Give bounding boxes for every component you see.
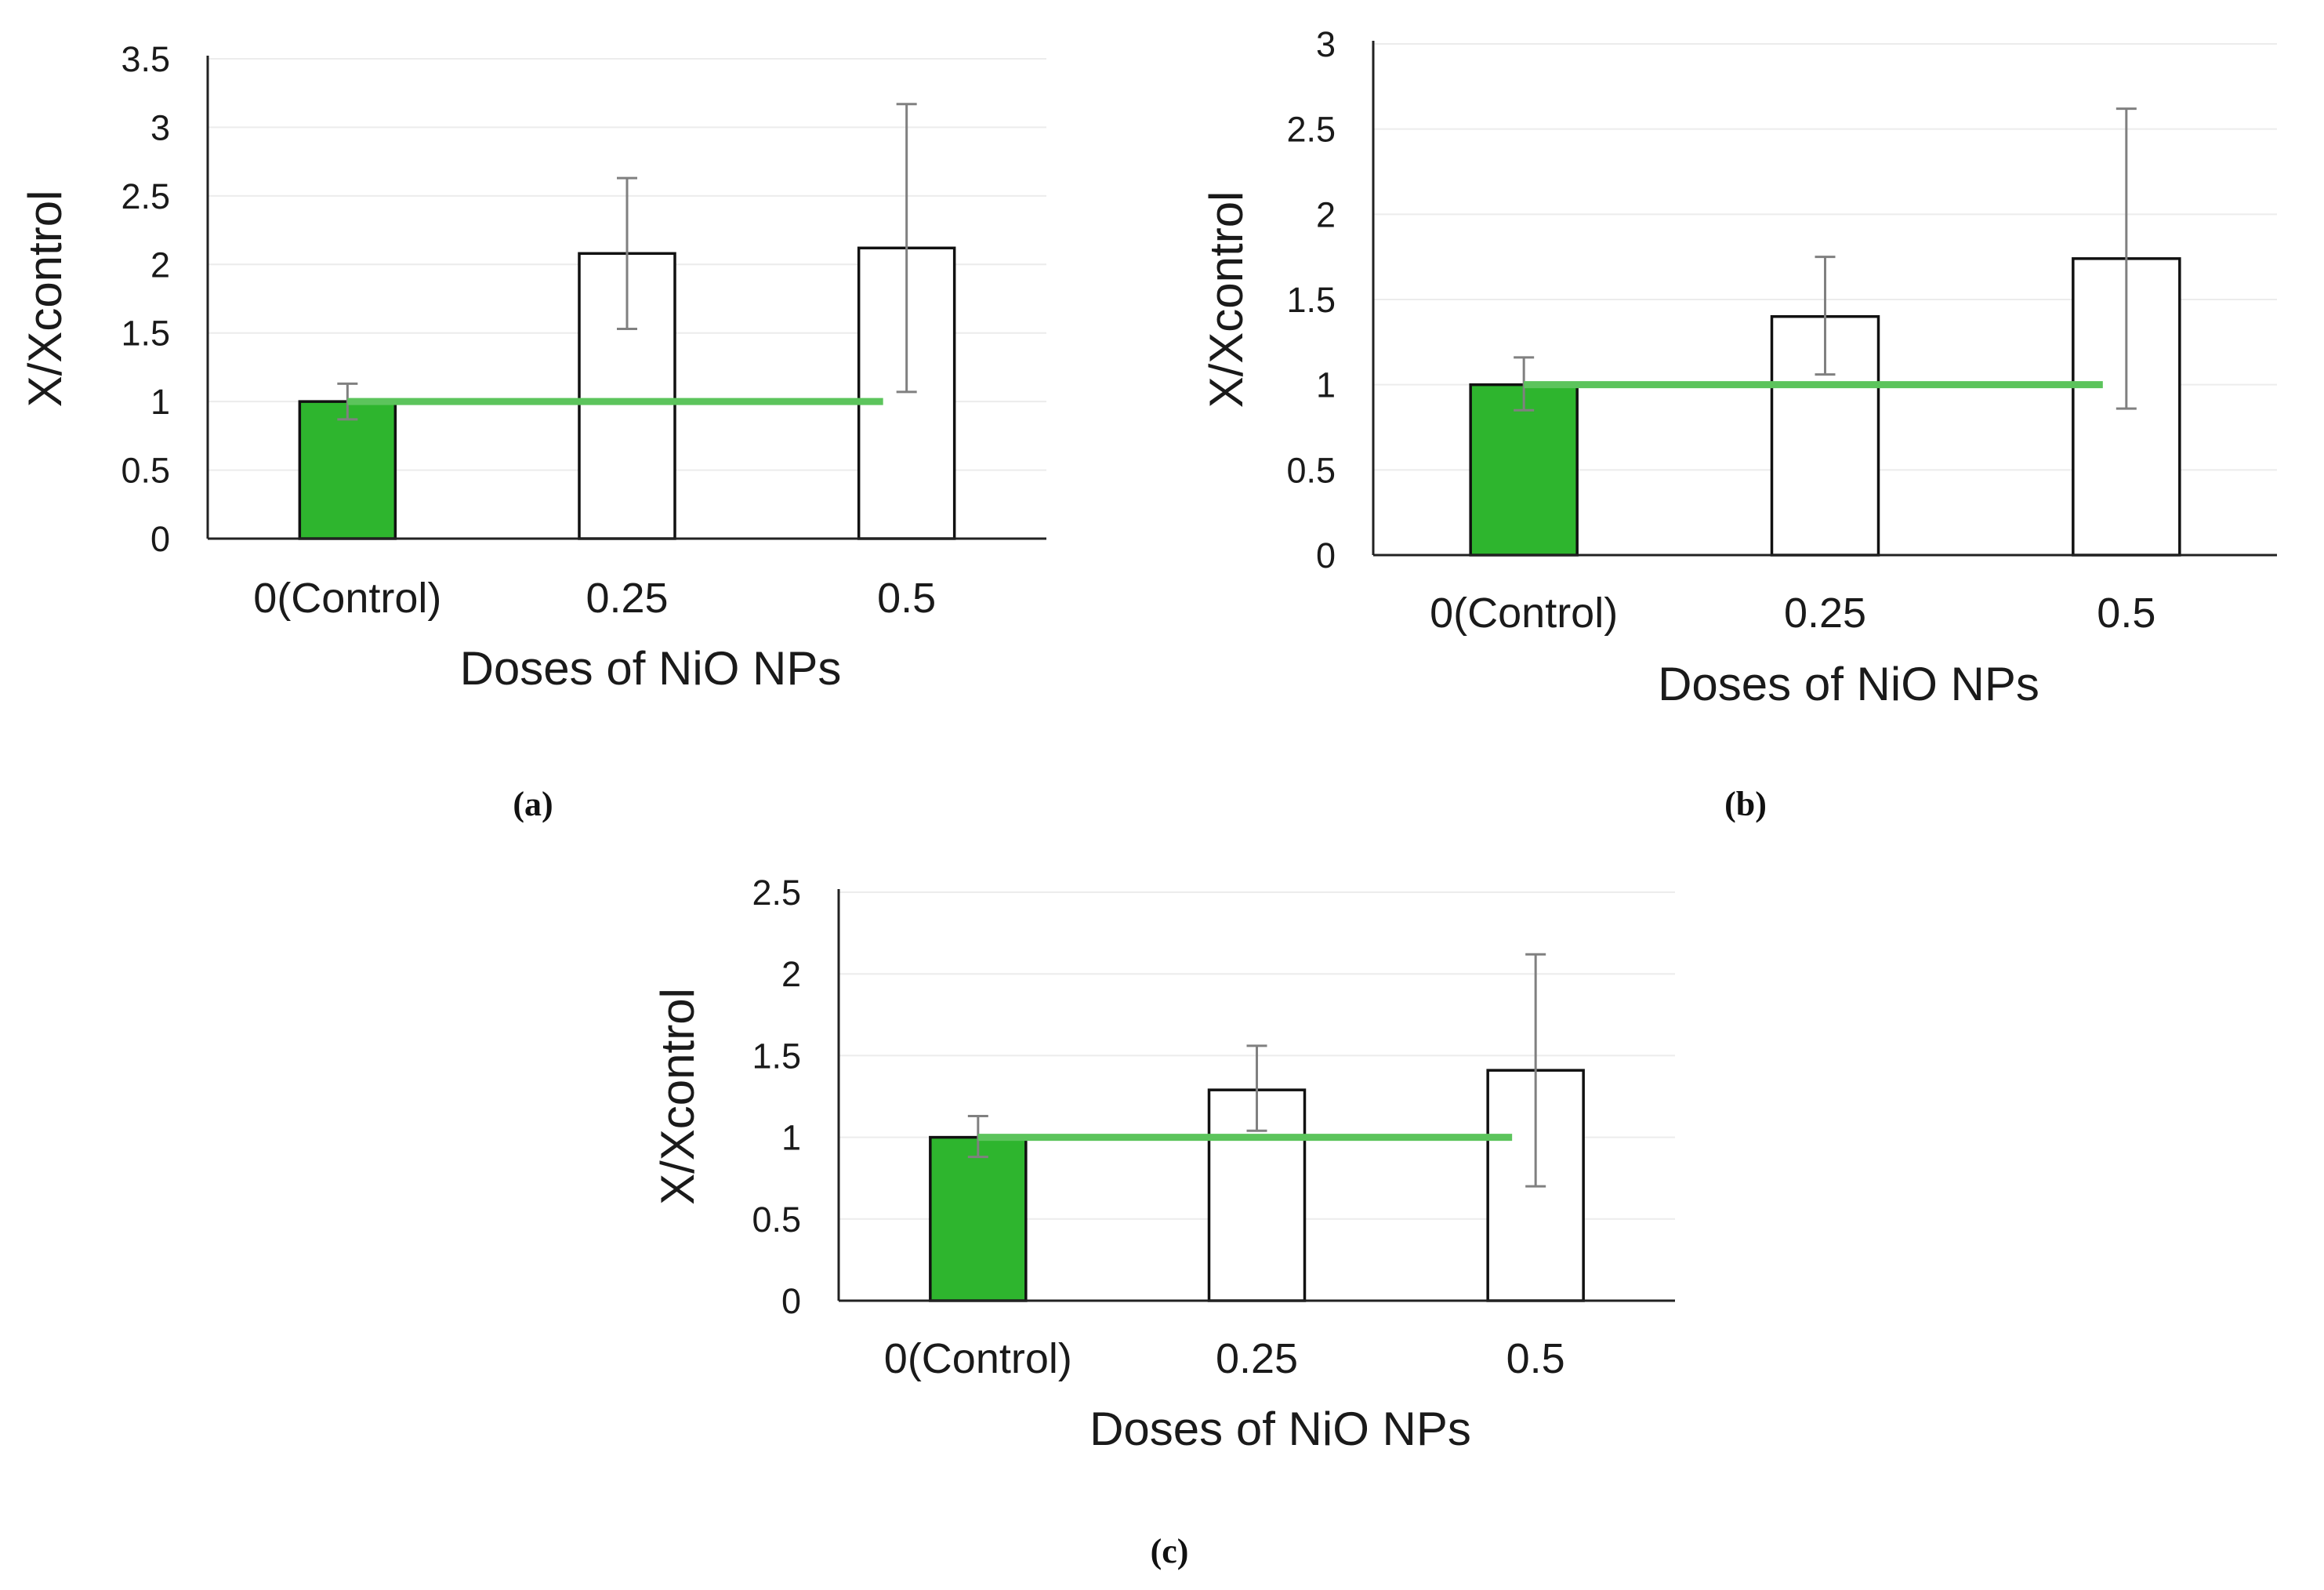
y-tick-label: 0 <box>1316 535 1336 575</box>
x-axis-title: Doses of NiO NPs <box>460 642 842 695</box>
y-axis-title: X/Xcontrol <box>1200 191 1253 408</box>
x-axis-title: Doses of NiO NPs <box>1658 658 2039 710</box>
x-category-label: 0.25 <box>586 575 668 622</box>
x-category-label: 0.5 <box>877 575 936 622</box>
y-tick-label: 2.5 <box>1286 110 1336 150</box>
y-tick-label: 0 <box>781 1281 801 1321</box>
y-axis-title: X/Xcontrol <box>19 191 71 408</box>
chart-panel-2: 0 0.5 1 1.5 2 2.5 3 0(Control) 0.25 0.5 Doses of N… <box>1200 24 2277 823</box>
y-tick-label: 2 <box>150 245 170 285</box>
x-category-label: 0.5 <box>2097 590 2155 637</box>
x-category-label: 0(Control) <box>884 1335 1072 1382</box>
y-tick-label: 3.5 <box>121 39 170 79</box>
panel-label: (a) <box>513 785 553 823</box>
x-category-label: 0.25 <box>1784 590 1866 637</box>
y-tick-label: 1.5 <box>752 1036 801 1076</box>
y-tick-label: 1 <box>781 1118 801 1158</box>
chart-panel-1: 0 0.5 1 1.5 2 2.5 3 3.5 0(Control) 0.25 0.5 Doses o… <box>19 39 1046 823</box>
y-tick-label: 0 <box>150 519 170 559</box>
y-tick-label: 0.5 <box>752 1200 801 1240</box>
x-category-label: 0.25 <box>1216 1335 1298 1382</box>
y-tick-label: 2.5 <box>752 873 801 913</box>
y-tick-label: 2.5 <box>121 176 170 216</box>
chart-panel-3: 0 0.5 1 1.5 2 2.5 0(Control) 0.25 0.5 Doses of Ni… <box>651 873 1675 1570</box>
y-tick-label: 1.5 <box>121 314 170 354</box>
y-tick-label: 1.5 <box>1286 280 1336 320</box>
x-axis-title: Doses of NiO NPs <box>1089 1403 1471 1455</box>
y-tick-label: 2 <box>1316 194 1336 234</box>
y-tick-label: 0.5 <box>1286 450 1336 490</box>
y-tick-label: 2 <box>781 954 801 994</box>
panel-label: (c) <box>1151 1532 1189 1570</box>
y-axis-title: X/Xcontrol <box>651 988 704 1205</box>
bar-control <box>298 400 397 540</box>
bar-control <box>929 1135 1028 1302</box>
y-tick-label: 0.5 <box>121 451 170 491</box>
x-category-label: 0(Control) <box>253 575 441 622</box>
y-tick-label: 3 <box>1316 24 1336 64</box>
panel-label: (b) <box>1724 785 1767 823</box>
y-tick-label: 1 <box>1316 365 1336 405</box>
y-tick-label: 3 <box>150 107 170 147</box>
x-category-label: 0.5 <box>1506 1335 1565 1382</box>
x-category-label: 0(Control) <box>1430 590 1618 637</box>
y-tick-label: 1 <box>150 382 170 422</box>
